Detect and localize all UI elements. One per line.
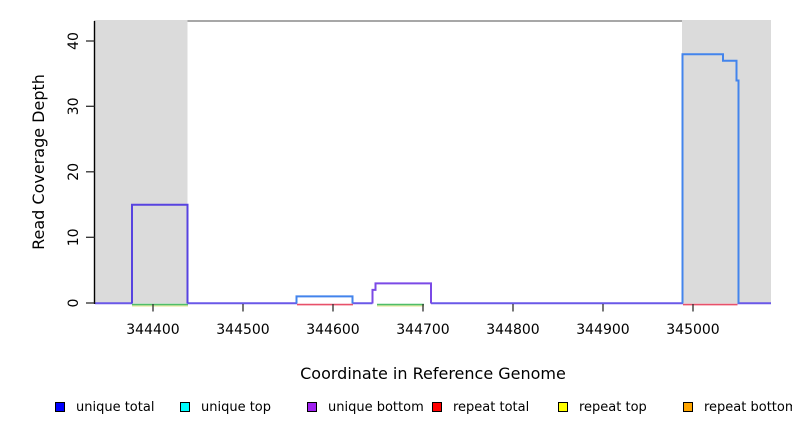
legend-label-repeat-total: repeat total — [453, 399, 530, 415]
shaded-region-right — [682, 20, 771, 304]
legend-swatch-unique-top — [180, 402, 190, 412]
shaded-region-left — [95, 20, 188, 304]
legend-label-unique-bottom: unique bottom — [328, 399, 424, 415]
legend-item-unique-bottom: unique bottom — [307, 399, 424, 415]
y-axis-tick-labels: 0 10 20 30 40 — [66, 32, 82, 307]
step-trace-depth15 — [131, 203, 189, 304]
x-tick-label: 344400 — [126, 322, 179, 338]
legend-item-repeat-top: repeat top — [558, 399, 647, 415]
x-tick-label: 345000 — [666, 322, 719, 338]
x-axis-tick-labels: 344400 344500 344600 344700 344800 34490… — [126, 322, 719, 338]
x-axis-ticks — [152, 304, 694, 312]
legend-swatch-unique-total — [55, 402, 65, 412]
legend-item-unique-total: unique total — [55, 399, 154, 415]
legend-item-repeat-bottom: repeat bottom — [683, 399, 792, 415]
legend-item-unique-top: unique top — [180, 399, 271, 415]
legend-swatch-repeat-total — [432, 402, 442, 412]
legend-label-repeat-top: repeat top — [579, 399, 647, 415]
legend-swatch-repeat-bottom — [683, 402, 693, 412]
y-tick-label: 20 — [66, 163, 82, 181]
y-tick-label: 0 — [66, 299, 82, 308]
x-tick-label: 344600 — [306, 322, 359, 338]
legend-swatch-repeat-top — [558, 402, 568, 412]
legend-label-unique-top: unique top — [201, 399, 272, 415]
x-tick-label: 344900 — [576, 322, 629, 338]
y-axis-title: Read Coverage Depth — [29, 74, 48, 250]
x-axis-title: Coordinate in Reference Genome — [300, 364, 566, 383]
legend-label-unique-total: unique total — [76, 399, 155, 415]
step-trace-depth1 — [295, 295, 354, 304]
step-trace-depth3 — [371, 282, 432, 304]
x-tick-label: 344800 — [486, 322, 539, 338]
y-tick-label: 10 — [66, 228, 82, 246]
y-tick-label: 40 — [66, 32, 82, 50]
coverage-plot: 0 10 20 30 40 344400 344500 344600 34470… — [29, 20, 771, 383]
legend-label-repeat-bottom: repeat bottom — [704, 399, 792, 415]
step-trace-depth38 — [681, 53, 740, 304]
x-tick-label: 344700 — [396, 322, 449, 338]
y-axis-ticks — [86, 40, 95, 304]
legend-swatch-unique-bottom — [307, 402, 317, 412]
y-tick-label: 30 — [66, 97, 82, 115]
x-tick-label: 344500 — [216, 322, 269, 338]
legend-item-repeat-total: repeat total — [432, 399, 529, 415]
